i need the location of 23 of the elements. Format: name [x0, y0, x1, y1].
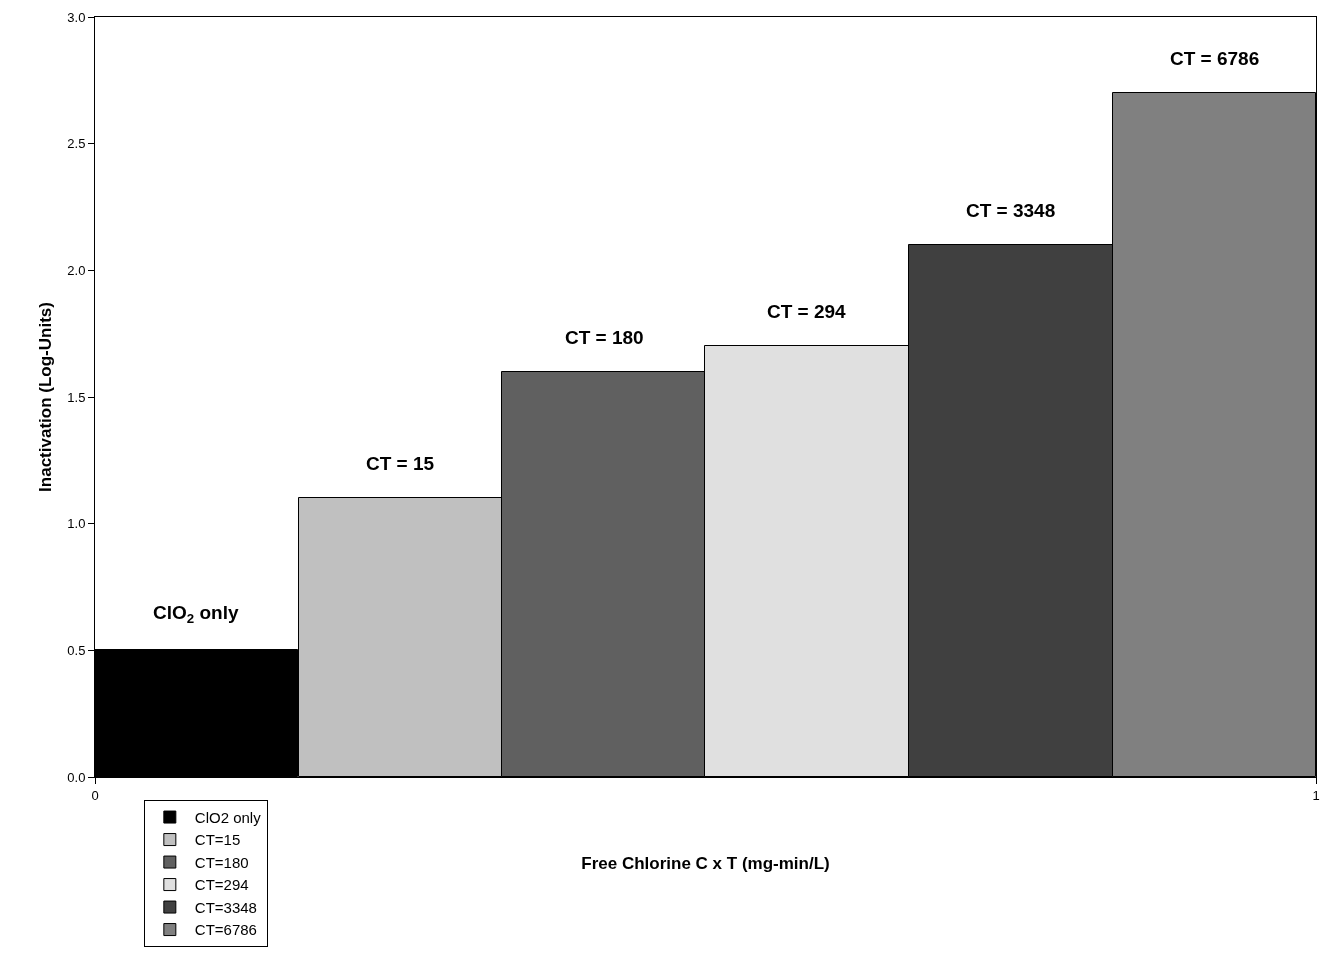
annotation: CT = 15	[366, 453, 435, 474]
y-tick-label: 0.5	[67, 642, 86, 658]
x-tick-label: 0	[91, 787, 99, 803]
legend-label: CT=15	[194, 831, 241, 849]
legend-label: CT=294	[194, 876, 249, 894]
annotation: ClO$_{2}$ only	[153, 602, 239, 626]
y-tick-label: 0.0	[67, 769, 86, 785]
annotation: CT = 3348	[966, 200, 1056, 221]
legend-label: CT=6786	[194, 921, 257, 939]
legend-label: ClO2 only	[194, 808, 262, 826]
y-tick-label: 2.0	[67, 262, 86, 278]
annotation: CT = 6786	[1170, 48, 1260, 69]
y-tick-label: 3.0	[67, 9, 86, 25]
x-axis-title: Free Chlorine C x T (mg-min/L)	[581, 854, 830, 873]
y-tick-label: 2.5	[67, 136, 86, 152]
y-tick-label: 1.5	[67, 389, 86, 405]
y-axis-title: Inactivation (Log-Units)	[36, 302, 55, 492]
annotation: CT = 294	[767, 301, 847, 322]
y-tick-label: 1.0	[67, 516, 86, 532]
annotation: CT = 180	[565, 327, 644, 348]
legend-label: CT=180	[194, 853, 249, 871]
x-tick-label: 1	[1312, 787, 1320, 803]
legend-label: CT=3348	[194, 898, 257, 916]
